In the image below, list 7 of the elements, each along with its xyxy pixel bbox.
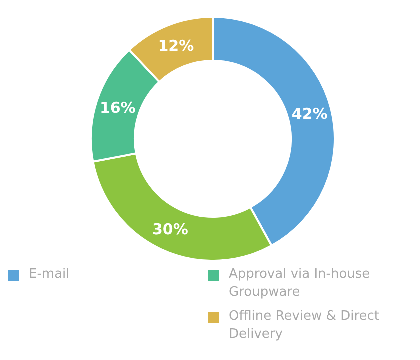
data-label: 16% bbox=[100, 99, 136, 118]
data-label: 12% bbox=[158, 37, 194, 56]
data-label: 42% bbox=[292, 105, 328, 124]
legend-label: Offline Review & Direct Delivery bbox=[229, 308, 380, 344]
legend-label: E-mail bbox=[29, 266, 70, 284]
legend-label: Approval via In-house Groupware bbox=[229, 266, 372, 302]
data-label: 30% bbox=[152, 220, 188, 238]
